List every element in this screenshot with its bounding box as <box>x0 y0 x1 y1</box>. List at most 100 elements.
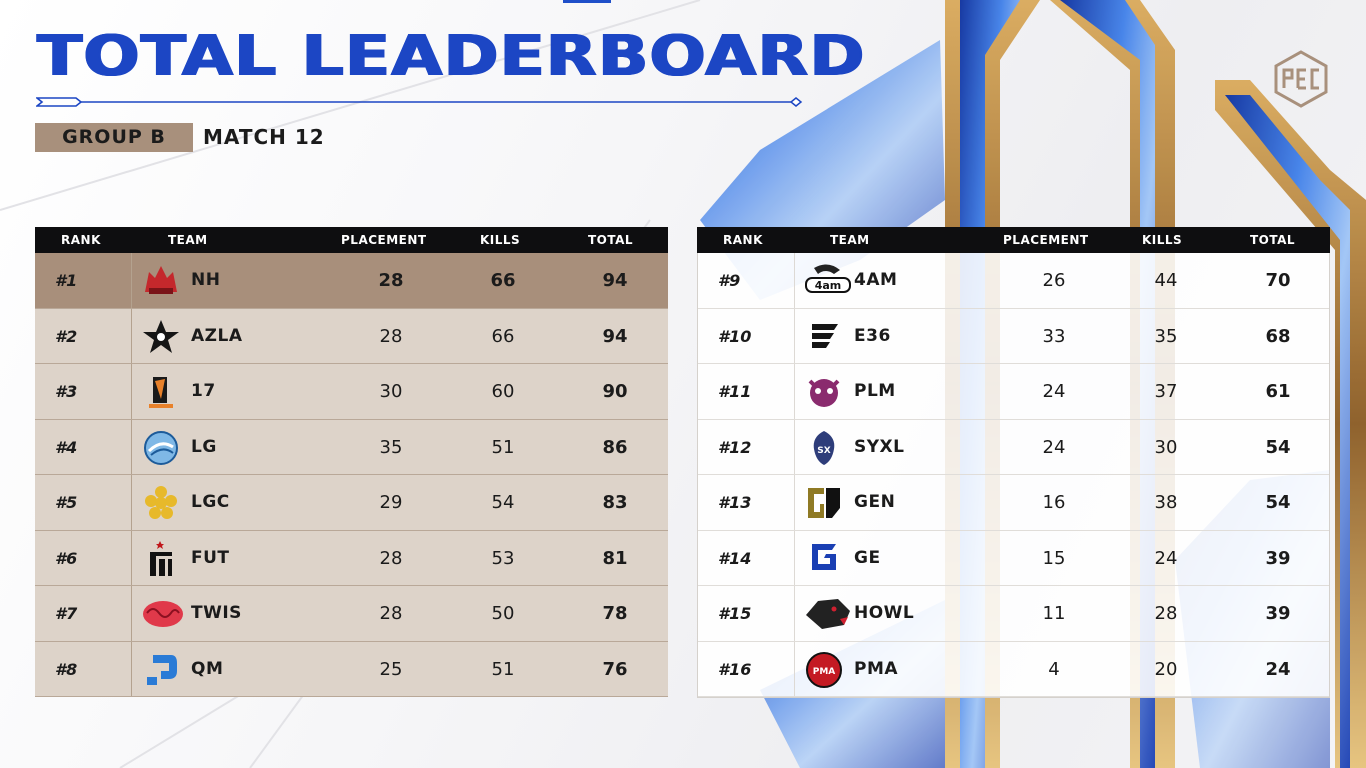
placement-cell: 16 <box>1042 492 1066 513</box>
top-accent-bar <box>563 0 611 3</box>
table-row: #7 TWIS 28 50 78 <box>35 586 668 642</box>
rank-cell: #15 <box>718 604 752 623</box>
team-name: NH <box>191 270 221 290</box>
column-total: TOTAL <box>588 233 634 247</box>
rank-cell: #11 <box>718 382 752 401</box>
table-header: RANK TEAM PLACEMENT KILLS TOTAL <box>35 227 668 253</box>
total-cell: 24 <box>1265 658 1291 680</box>
svg-text:PMA: PMA <box>813 667 836 677</box>
column-kills: KILLS <box>1142 233 1183 247</box>
placement-cell: 15 <box>1042 547 1066 569</box>
leaderboard-left: RANK TEAM PLACEMENT KILLS TOTAL #1 NH 28 66… <box>35 227 668 697</box>
placement-cell: 30 <box>379 381 403 402</box>
team-name: E36 <box>854 325 891 346</box>
lg-logo-icon <box>141 429 181 467</box>
column-total: TOTAL <box>1250 233 1296 247</box>
column-placement: PLACEMENT <box>1003 233 1089 247</box>
kills-cell: 20 <box>1154 658 1178 680</box>
kills-cell: 66 <box>491 325 515 347</box>
total-cell: 94 <box>602 270 628 291</box>
qm-logo-icon <box>141 651 181 689</box>
total-cell: 54 <box>1265 436 1291 458</box>
team-name: AZLA <box>191 325 243 346</box>
rank-cell: #10 <box>718 326 752 346</box>
column-divider <box>131 530 132 585</box>
team-name: 4AM <box>854 270 898 290</box>
table-row: #2 AZLA 28 66 94 <box>35 308 668 364</box>
page-title: TOTAL LEADERBOARD <box>36 24 865 89</box>
table-row: #5 LGC 29 54 83 <box>35 475 668 531</box>
placement-cell: 26 <box>1042 270 1066 291</box>
placement-cell: 25 <box>379 658 403 680</box>
table-row: #8 QM 25 51 76 <box>35 641 668 697</box>
rank-cell: #8 <box>55 659 78 679</box>
table-row: #15 HOWL 11 28 39 <box>698 586 1329 642</box>
column-divider <box>131 364 132 419</box>
kills-cell: 35 <box>1154 325 1178 347</box>
column-team: TEAM <box>168 233 208 247</box>
gen-logo-icon <box>804 484 844 522</box>
table-row: #4 LG 35 51 86 <box>35 419 668 475</box>
kills-cell: 28 <box>1154 603 1178 624</box>
howl-logo-icon <box>804 595 850 633</box>
column-divider <box>794 530 795 585</box>
total-cell: 68 <box>1265 325 1291 347</box>
placement-cell: 11 <box>1042 603 1066 624</box>
table-row: #10 E36 33 35 68 <box>698 308 1329 364</box>
rank-cell: #3 <box>55 382 78 401</box>
team-name: SYXL <box>854 436 905 457</box>
column-divider <box>794 364 795 419</box>
team-name: HOWL <box>854 603 915 623</box>
team-name: 17 <box>191 381 216 401</box>
rank-cell: #14 <box>718 548 752 568</box>
rank-cell: #5 <box>55 493 78 512</box>
kills-cell: 44 <box>1154 270 1178 291</box>
team-name: LG <box>191 436 217 457</box>
placement-cell: 33 <box>1042 325 1066 347</box>
table-row: #12 SX SYXL 24 30 54 <box>698 419 1329 475</box>
total-cell: 86 <box>602 436 628 458</box>
kills-cell: 53 <box>491 547 515 569</box>
kills-cell: 24 <box>1154 547 1178 569</box>
svg-text:SX: SX <box>817 446 830 456</box>
placement-cell: 29 <box>379 492 403 513</box>
placement-cell: 4 <box>1048 658 1060 680</box>
column-divider <box>131 253 132 308</box>
pgc-logo-icon <box>1274 50 1328 108</box>
total-cell: 76 <box>602 658 628 680</box>
team-name: PMA <box>854 658 899 679</box>
syxl-logo-icon: SX <box>804 429 844 467</box>
rank-cell: #9 <box>718 271 741 290</box>
column-divider <box>794 308 795 363</box>
rank-cell: #1 <box>55 271 78 290</box>
leaderboard-right: RANK TEAM PLACEMENT KILLS TOTAL #9 4am 4AM… <box>697 227 1330 698</box>
placement-cell: 24 <box>1042 381 1066 402</box>
rank-cell: #6 <box>55 548 78 568</box>
total-cell: 94 <box>602 325 628 347</box>
azla-logo-icon <box>141 318 181 356</box>
total-cell: 61 <box>1265 381 1291 402</box>
pma-logo-icon: PMA <box>804 651 844 689</box>
table-row: #16 PMA PMA 4 20 24 <box>698 641 1329 697</box>
17-gaming-logo-icon <box>141 373 181 411</box>
total-cell: 90 <box>602 381 628 402</box>
total-cell: 70 <box>1265 270 1291 291</box>
table-row: #6 FUT 28 53 81 <box>35 530 668 586</box>
total-cell: 39 <box>1265 547 1291 569</box>
column-divider <box>794 475 795 530</box>
column-kills: KILLS <box>480 233 521 247</box>
placement-cell: 28 <box>378 270 404 291</box>
column-divider <box>794 419 795 474</box>
total-cell: 83 <box>602 492 628 513</box>
total-cell: 39 <box>1265 603 1291 624</box>
rank-cell: #16 <box>718 659 752 679</box>
table-body: #9 4am 4AM 26 44 70 #10 E36 33 35 68 #11 PLM 24 37 61 #1… <box>697 253 1330 698</box>
team-name: GE <box>854 547 881 568</box>
column-divider <box>131 586 132 641</box>
team-name: FUT <box>191 547 230 568</box>
placement-cell: 24 <box>1042 436 1066 458</box>
kills-cell: 51 <box>491 658 515 680</box>
placement-cell: 35 <box>379 436 403 458</box>
ge-logo-icon <box>804 540 844 578</box>
team-name: LGC <box>191 492 230 512</box>
